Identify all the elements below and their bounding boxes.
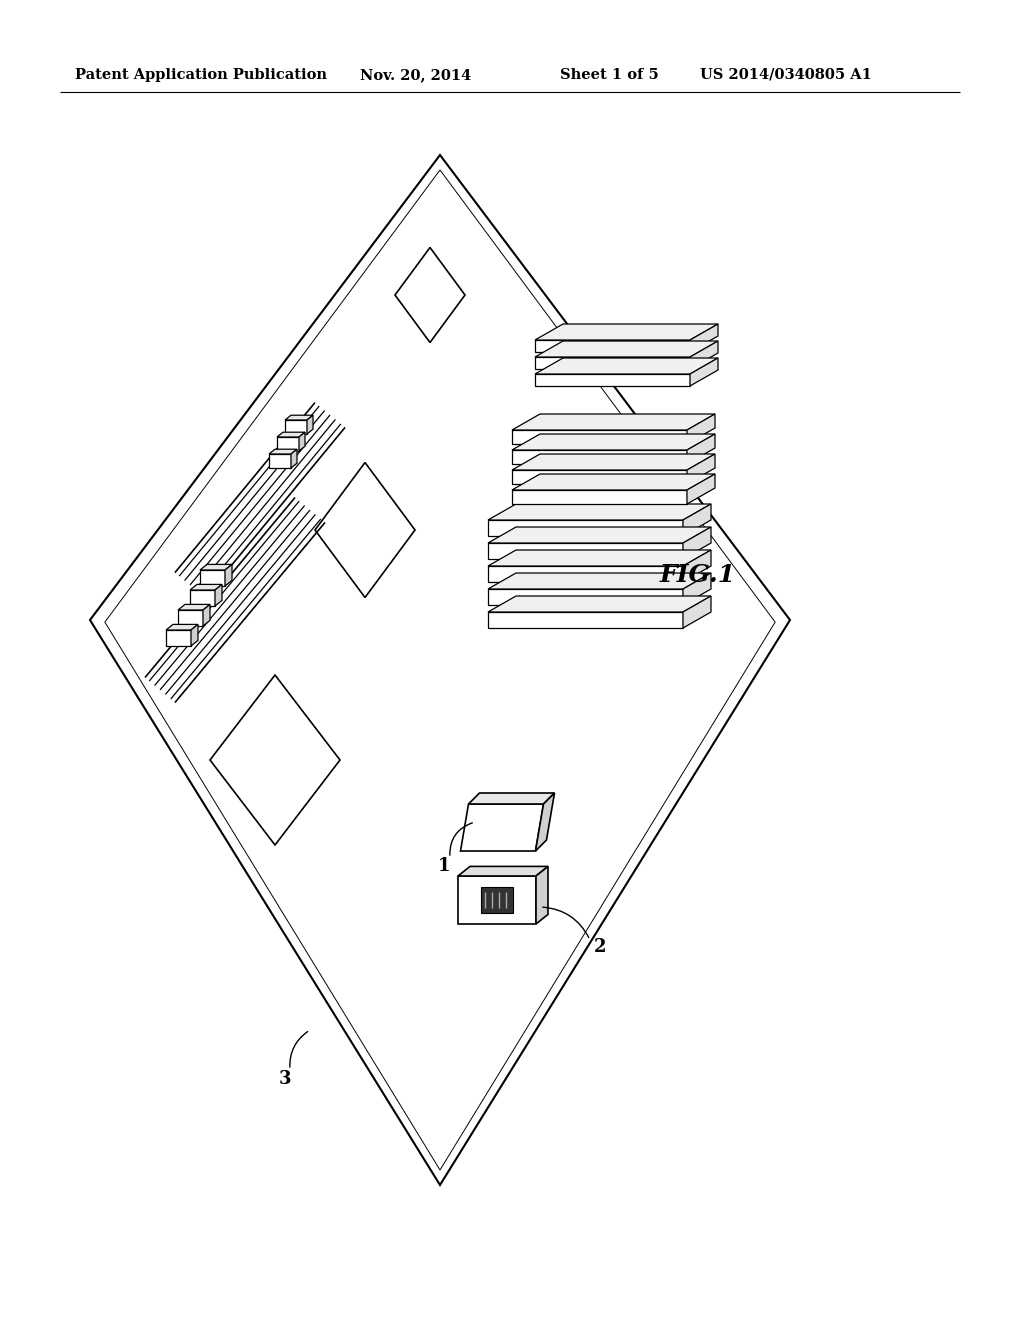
Text: FIG.1: FIG.1 — [660, 564, 736, 587]
Polygon shape — [481, 887, 513, 913]
Polygon shape — [690, 358, 718, 385]
Polygon shape — [488, 566, 683, 582]
Polygon shape — [178, 610, 203, 626]
Polygon shape — [191, 624, 198, 645]
Polygon shape — [225, 565, 232, 586]
Polygon shape — [488, 612, 683, 628]
Polygon shape — [683, 504, 711, 536]
Polygon shape — [278, 437, 299, 451]
Polygon shape — [307, 416, 313, 434]
Polygon shape — [683, 597, 711, 628]
Polygon shape — [488, 597, 711, 612]
Polygon shape — [488, 527, 711, 543]
Polygon shape — [190, 585, 222, 590]
Text: Patent Application Publication: Patent Application Publication — [75, 69, 327, 82]
Polygon shape — [536, 866, 548, 924]
Polygon shape — [512, 490, 687, 504]
Polygon shape — [512, 474, 715, 490]
Polygon shape — [166, 630, 191, 645]
Text: 3: 3 — [279, 1071, 291, 1088]
Polygon shape — [210, 675, 340, 845]
Polygon shape — [690, 341, 718, 370]
Polygon shape — [315, 462, 415, 598]
Polygon shape — [395, 248, 465, 342]
Polygon shape — [687, 474, 715, 504]
Polygon shape — [269, 449, 297, 454]
Polygon shape — [536, 793, 555, 851]
Polygon shape — [215, 585, 222, 606]
Polygon shape — [512, 414, 715, 430]
Text: Sheet 1 of 5: Sheet 1 of 5 — [560, 69, 658, 82]
Text: 1: 1 — [437, 857, 451, 875]
Polygon shape — [512, 470, 687, 484]
Polygon shape — [535, 358, 718, 374]
Text: 2: 2 — [594, 939, 606, 956]
Polygon shape — [535, 356, 690, 370]
Polygon shape — [203, 605, 210, 626]
Polygon shape — [488, 573, 711, 589]
Polygon shape — [683, 573, 711, 605]
Polygon shape — [512, 430, 687, 444]
Polygon shape — [535, 374, 690, 385]
Polygon shape — [535, 341, 690, 352]
Text: Nov. 20, 2014: Nov. 20, 2014 — [360, 69, 471, 82]
Polygon shape — [200, 565, 232, 570]
Polygon shape — [488, 504, 711, 520]
Polygon shape — [535, 323, 718, 341]
Polygon shape — [687, 434, 715, 465]
Polygon shape — [488, 550, 711, 566]
Polygon shape — [488, 543, 683, 558]
Polygon shape — [687, 454, 715, 484]
Polygon shape — [458, 866, 548, 876]
Polygon shape — [469, 793, 555, 804]
Polygon shape — [166, 624, 198, 630]
Polygon shape — [535, 341, 718, 356]
Polygon shape — [683, 550, 711, 582]
Polygon shape — [512, 434, 715, 450]
Polygon shape — [190, 590, 215, 606]
Polygon shape — [687, 414, 715, 444]
Polygon shape — [683, 527, 711, 558]
Polygon shape — [512, 454, 715, 470]
Polygon shape — [278, 432, 305, 437]
Polygon shape — [488, 520, 683, 536]
Polygon shape — [178, 605, 210, 610]
Text: US 2014/0340805 A1: US 2014/0340805 A1 — [700, 69, 871, 82]
Polygon shape — [512, 450, 687, 465]
Polygon shape — [461, 804, 544, 851]
Polygon shape — [285, 416, 313, 420]
Polygon shape — [291, 449, 297, 469]
Polygon shape — [299, 432, 305, 451]
Polygon shape — [690, 323, 718, 352]
Polygon shape — [458, 876, 536, 924]
Polygon shape — [269, 454, 291, 469]
Polygon shape — [90, 154, 790, 1185]
Polygon shape — [200, 570, 225, 586]
Polygon shape — [285, 420, 307, 434]
Polygon shape — [488, 589, 683, 605]
